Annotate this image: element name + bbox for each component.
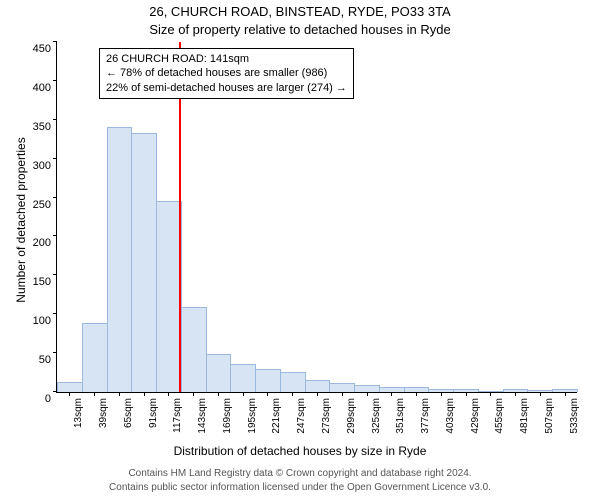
y-tick-label: 200 [33, 237, 57, 249]
y-tick-label: 100 [33, 315, 57, 327]
annotation-line-1: 26 CHURCH ROAD: 141sqm [106, 52, 347, 66]
histogram-bar [131, 133, 157, 392]
annotation-box: 26 CHURCH ROAD: 141sqm← 78% of detached … [99, 48, 354, 99]
histogram-bar [230, 364, 256, 392]
histogram-bar [82, 323, 108, 392]
y-tick-label: 0 [45, 393, 57, 405]
histogram-bar [280, 372, 306, 392]
histogram-bar [57, 382, 83, 392]
annotation-line-3: 22% of semi-detached houses are larger (… [106, 81, 347, 95]
chart-subtitle: Size of property relative to detached ho… [0, 22, 600, 37]
copyright-line-1: Contains HM Land Registry data © Crown c… [0, 468, 600, 479]
y-tick-label: 350 [33, 121, 57, 133]
y-tick-label: 300 [33, 160, 57, 172]
histogram-bar [329, 383, 355, 392]
histogram-plot-area: 05010015020025030035040045013sqm39sqm65s… [56, 42, 577, 393]
histogram-bar [107, 127, 133, 392]
y-axis-label: Number of detached properties [14, 40, 28, 400]
x-axis-label: Distribution of detached houses by size … [0, 444, 600, 458]
y-tick-label: 450 [33, 43, 57, 55]
y-tick-label: 400 [33, 82, 57, 94]
histogram-bar [354, 385, 380, 392]
copyright-line-2: Contains public sector information licen… [0, 482, 600, 493]
y-tick-label: 250 [33, 199, 57, 211]
histogram-bar [181, 307, 207, 392]
annotation-line-2: ← 78% of detached houses are smaller (98… [106, 66, 347, 80]
y-tick-label: 50 [39, 354, 57, 366]
histogram-bar [206, 354, 232, 392]
chart-title-address: 26, CHURCH ROAD, BINSTEAD, RYDE, PO33 3T… [0, 4, 600, 19]
histogram-bar [255, 369, 281, 392]
histogram-bar [305, 380, 331, 392]
y-tick-label: 150 [33, 276, 57, 288]
